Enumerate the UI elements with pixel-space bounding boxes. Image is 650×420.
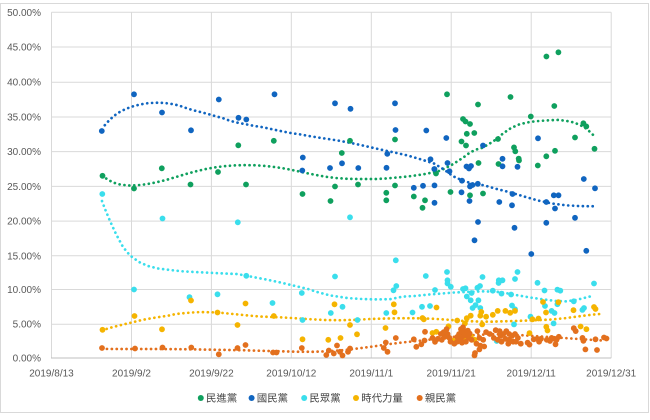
svg-text:20.00%: 20.00% xyxy=(7,217,41,228)
svg-text:50.00%: 50.00% xyxy=(7,8,41,19)
svg-text:2019/11/1: 2019/11/1 xyxy=(349,369,393,380)
svg-text:40.00%: 40.00% xyxy=(7,78,41,89)
svg-text:25.00%: 25.00% xyxy=(7,182,41,193)
svg-text:30.00%: 30.00% xyxy=(7,147,41,158)
svg-text:2019/11/21: 2019/11/21 xyxy=(427,369,477,380)
svg-text:5.00%: 5.00% xyxy=(13,320,41,331)
svg-text:2019/12/11: 2019/12/11 xyxy=(507,369,557,380)
svg-text:10.00%: 10.00% xyxy=(7,285,41,296)
svg-text:2019/9/22: 2019/9/22 xyxy=(189,369,234,380)
svg-text:2019/8/13: 2019/8/13 xyxy=(29,369,74,380)
svg-text:2019/9/2: 2019/9/2 xyxy=(112,369,151,380)
svg-text:0.00%: 0.00% xyxy=(13,354,41,365)
svg-text:2019/12/31: 2019/12/31 xyxy=(586,369,636,380)
svg-text:15.00%: 15.00% xyxy=(7,251,41,262)
svg-text:2019/10/12: 2019/10/12 xyxy=(266,369,316,380)
svg-text:45.00%: 45.00% xyxy=(7,43,41,54)
svg-text:35.00%: 35.00% xyxy=(7,113,41,124)
